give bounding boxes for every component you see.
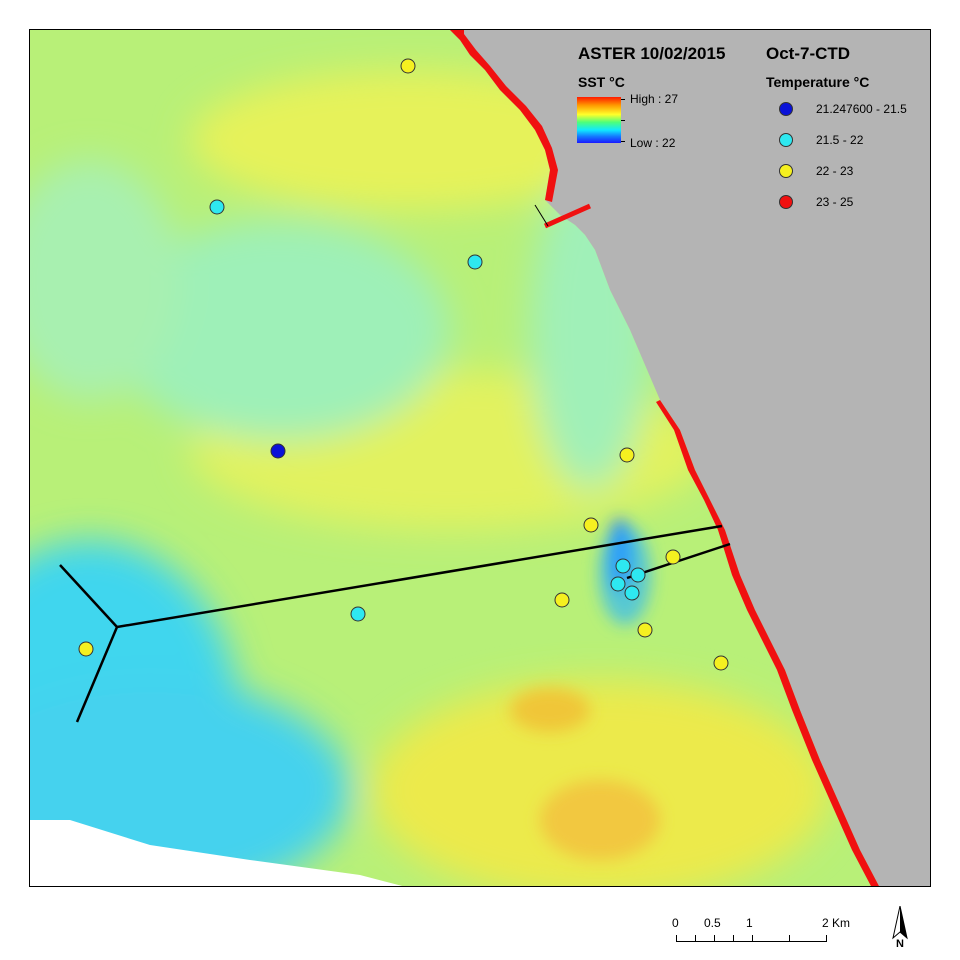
scale-bar-label: 2 Km	[822, 916, 851, 930]
north-arrow: N	[889, 905, 911, 952]
scale-bar-tick	[752, 935, 753, 942]
sst-ramp-tick-low	[621, 141, 625, 142]
ctd-station[interactable]	[665, 549, 681, 565]
ctd-legend-range: 23 - 25	[816, 195, 854, 209]
scale-bar-line	[676, 941, 826, 942]
scale-bar-tick	[695, 935, 696, 942]
ctd-legend-range: 21.5 - 22	[816, 133, 864, 147]
ctd-station[interactable]	[624, 585, 640, 601]
ctd-legend-swatch	[779, 102, 793, 116]
ctd-legend-range: 22 - 23	[816, 164, 854, 178]
ctd-legend-swatch	[779, 195, 793, 209]
ctd-station[interactable]	[615, 558, 631, 574]
sst-cool-nw	[30, 160, 180, 400]
sst-ramp-tick-mid	[621, 120, 625, 121]
scale-bar-label: 0.5	[704, 916, 721, 930]
jetty-outline	[534, 204, 549, 227]
ctd-legend-swatch	[779, 133, 793, 147]
ctd-station[interactable]	[630, 567, 646, 583]
ctd-stations	[78, 58, 729, 671]
ctd-station[interactable]	[400, 58, 416, 74]
title-ctd: Oct-7-CTD	[766, 44, 851, 63]
nodata-area	[30, 820, 403, 886]
ctd-station[interactable]	[209, 199, 225, 215]
scale-bar-tick	[733, 935, 734, 942]
sst-ramp-tick-high	[621, 99, 625, 100]
transect-main	[116, 524, 723, 629]
ctd-station[interactable]	[350, 606, 366, 622]
scale-bar-label: 1	[746, 916, 753, 930]
scale-bar-tick	[789, 935, 790, 942]
ctd-station[interactable]	[467, 254, 483, 270]
scale-bar-tick	[826, 935, 827, 942]
sst-cool-mid	[110, 220, 450, 440]
sst-legend-label: SST °C	[578, 74, 625, 90]
sst-hot-patch-1	[510, 688, 590, 732]
ctd-station[interactable]	[619, 447, 635, 463]
transect-lines	[59, 524, 731, 723]
ctd-station[interactable]	[78, 641, 94, 657]
ctd-legend-swatch	[779, 164, 793, 178]
sst-legend-low: Low : 22	[630, 136, 676, 150]
jetty	[543, 203, 592, 229]
sst-color-ramp	[577, 97, 621, 143]
ctd-station[interactable]	[713, 655, 729, 671]
ctd-station[interactable]	[610, 576, 626, 592]
transect-branch-sw	[75, 626, 119, 723]
scale-bar-tick	[676, 935, 677, 942]
sst-legend-high: High : 27	[630, 92, 679, 106]
scale-bar-tick	[714, 935, 715, 942]
map-canvas[interactable]	[30, 30, 931, 887]
sst-cold-halo	[599, 525, 651, 625]
map-frame[interactable]	[29, 29, 931, 887]
ctd-station[interactable]	[270, 443, 286, 459]
title-aster: ASTER 10/02/2015	[578, 44, 726, 63]
ctd-station[interactable]	[637, 622, 653, 638]
north-arrow-label: N	[896, 938, 904, 950]
north-arrow-icon	[892, 905, 908, 940]
scale-bar-label: 0	[672, 916, 679, 930]
ctd-station[interactable]	[583, 517, 599, 533]
sst-hot-patch-2	[540, 780, 660, 860]
coastal-warm-fringe-south	[656, 400, 879, 886]
ctd-legend-range: 21.247600 - 21.5	[816, 102, 907, 116]
ctd-station[interactable]	[554, 592, 570, 608]
transect-branch-nw	[59, 564, 118, 628]
ctd-legend-label: Temperature °C	[766, 74, 870, 90]
